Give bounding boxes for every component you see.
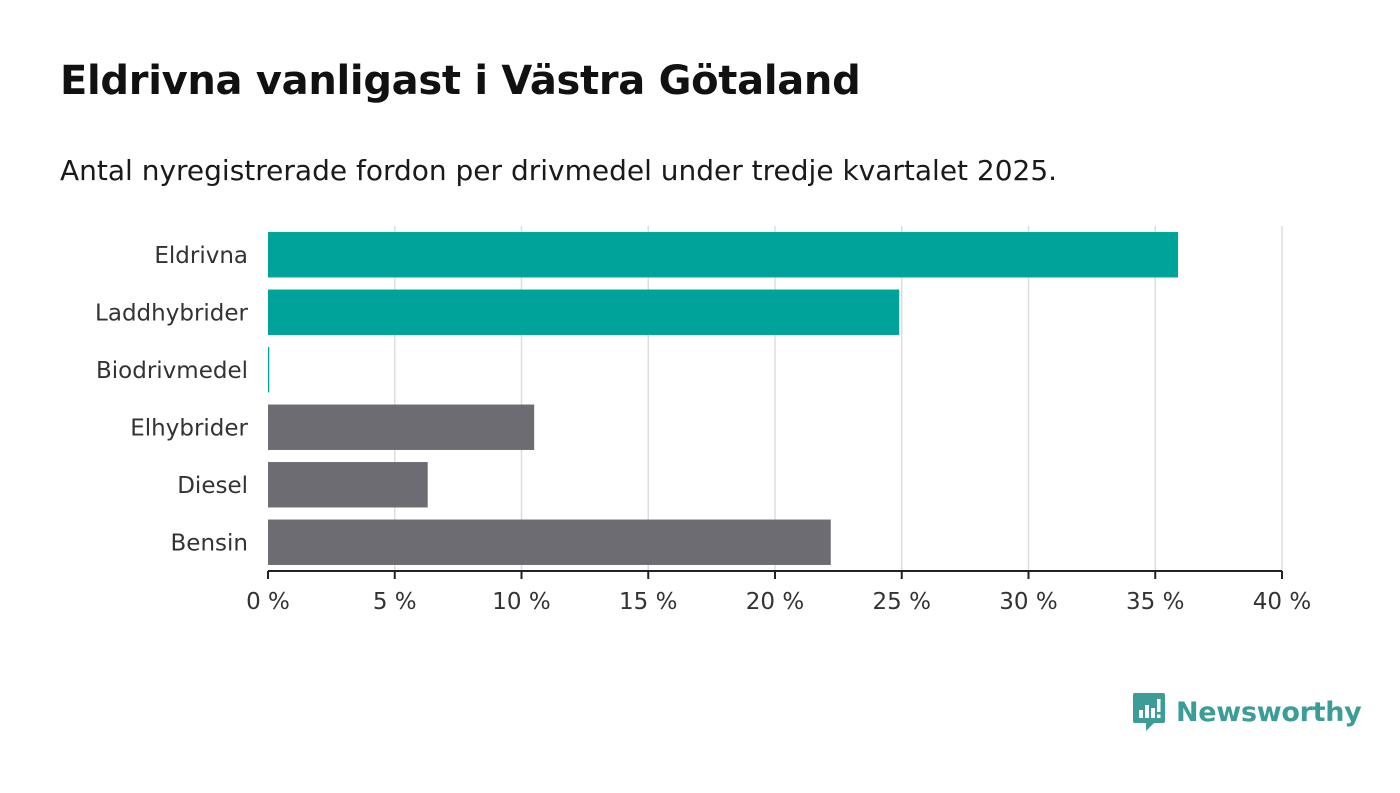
category-label: Bensin xyxy=(171,530,248,556)
category-label: Laddhybrider xyxy=(95,300,248,326)
bar-laddhybrider xyxy=(268,289,900,335)
x-tick-label: 10 % xyxy=(492,589,550,615)
x-tick-label: 5 % xyxy=(373,589,417,615)
bar-eldrivna xyxy=(268,232,1179,278)
x-axis: 0 % 5 % 10 % 15 % 20 % 25 % 30 % 35 % 40 % xyxy=(246,570,1311,615)
bar-chart: Eldrivna Laddhybrider Biodrivmedel Elhybrid… xyxy=(95,226,1311,615)
x-tick-label: 40 % xyxy=(1253,589,1311,615)
category-label: Elhybrider xyxy=(130,415,248,441)
x-tick-label: 30 % xyxy=(999,589,1057,615)
x-tick-label: 20 % xyxy=(746,589,804,615)
x-tick-label: 0 % xyxy=(246,589,290,615)
chart-subtitle: Antal nyregistrerade fordon per drivmede… xyxy=(60,154,1058,187)
bar-bensin xyxy=(268,519,831,565)
category-label: Eldrivna xyxy=(154,243,248,269)
category-label: Biodrivmedel xyxy=(96,358,248,384)
bar-chart-speech-bubble-icon xyxy=(1133,693,1165,731)
x-tick-label: 25 % xyxy=(873,589,931,615)
category-labels: Eldrivna Laddhybrider Biodrivmedel Elhybrid… xyxy=(95,243,248,557)
category-label: Diesel xyxy=(177,473,248,499)
x-tick-label: 35 % xyxy=(1126,589,1184,615)
x-tick-label: 15 % xyxy=(619,589,677,615)
newsworthy-logo: Newsworthy xyxy=(1132,690,1362,734)
brand-name: Newsworthy xyxy=(1176,696,1362,728)
bars xyxy=(268,232,1179,565)
bar-biodrivmedel xyxy=(268,347,270,393)
gridlines xyxy=(394,226,1283,571)
chart-title: Eldrivna vanligast i Västra Götaland xyxy=(60,58,861,104)
bar-elhybrider xyxy=(268,404,535,450)
bar-diesel xyxy=(268,462,428,508)
